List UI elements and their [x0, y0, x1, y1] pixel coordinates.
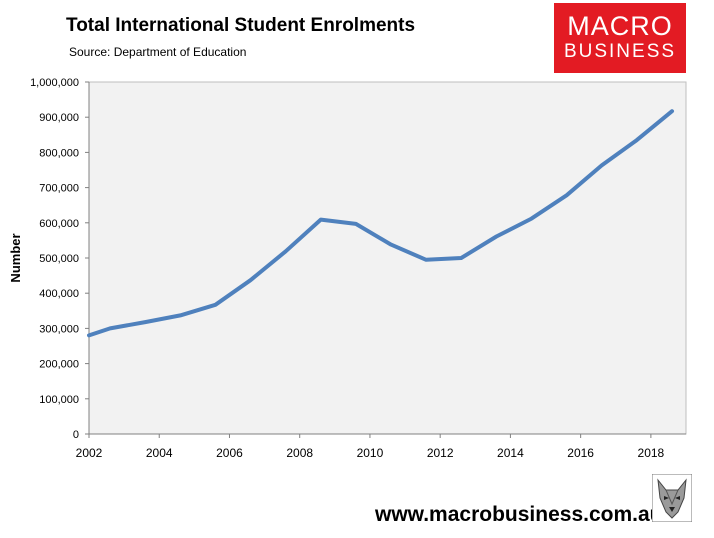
x-tick-label: 2014 — [497, 446, 524, 460]
x-tick-label: 2006 — [216, 446, 243, 460]
logo-text-macro: MACRO — [567, 11, 673, 41]
website-url: www.macrobusiness.com.au — [375, 503, 663, 526]
y-tick-label: 0 — [73, 429, 79, 441]
y-tick-label: 1,000,000 — [30, 77, 79, 89]
x-tick-label: 2002 — [76, 446, 103, 460]
chart-source: Source: Department of Education — [69, 45, 247, 59]
x-tick-label: 2010 — [357, 446, 384, 460]
wolf-icon — [652, 474, 692, 522]
x-tick-label: 2018 — [638, 446, 665, 460]
x-tick-label: 2004 — [146, 446, 173, 460]
chart-title: Total International Student Enrolments — [66, 15, 416, 36]
y-tick-label: 800,000 — [39, 147, 79, 159]
x-tick-label: 2016 — [567, 446, 594, 460]
y-tick-label: 900,000 — [39, 112, 79, 124]
x-tick-label: 2012 — [427, 446, 454, 460]
y-tick-label: 500,000 — [39, 253, 79, 265]
macrobusiness-logo: MACRO BUSINESS — [554, 3, 686, 73]
series-line — [87, 109, 674, 338]
y-tick-label: 100,000 — [39, 394, 79, 406]
plot-area — [88, 81, 687, 435]
y-tick-label: 200,000 — [39, 359, 79, 371]
logo-text-business: BUSINESS — [563, 41, 677, 62]
y-tick-label: 600,000 — [39, 218, 79, 230]
y-tick-label: 400,000 — [39, 288, 79, 300]
x-tick-label: 2008 — [286, 446, 313, 460]
y-tick-label: 700,000 — [39, 183, 79, 195]
y-axis-title: Number — [8, 233, 23, 282]
y-tick-label: 300,000 — [39, 323, 79, 335]
